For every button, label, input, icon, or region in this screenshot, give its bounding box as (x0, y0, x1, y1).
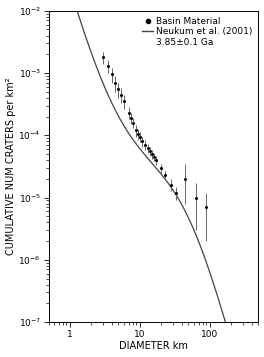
Y-axis label: CUMULATIVE NUM CRATERS per km²: CUMULATIVE NUM CRATERS per km² (6, 77, 16, 255)
X-axis label: DIAMETER km: DIAMETER km (119, 341, 188, 351)
Legend: Basin Material, Neukum et al. (2001), 3.85±0.1 Ga: Basin Material, Neukum et al. (2001), 3.… (140, 15, 254, 49)
